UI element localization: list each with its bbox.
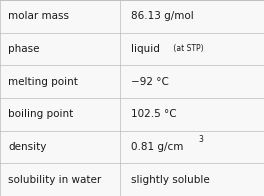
Text: boiling point: boiling point — [8, 109, 73, 119]
Text: 102.5 °C: 102.5 °C — [131, 109, 176, 119]
Text: liquid: liquid — [131, 44, 159, 54]
Text: 3: 3 — [198, 135, 203, 144]
Text: (at STP): (at STP) — [171, 44, 203, 54]
Text: density: density — [8, 142, 46, 152]
Text: solubility in water: solubility in water — [8, 175, 101, 185]
Text: melting point: melting point — [8, 77, 78, 87]
Text: slightly soluble: slightly soluble — [131, 175, 209, 185]
Text: 86.13 g/mol: 86.13 g/mol — [131, 11, 194, 21]
Text: phase: phase — [8, 44, 39, 54]
Text: −92 °C: −92 °C — [131, 77, 168, 87]
Text: molar mass: molar mass — [8, 11, 69, 21]
Text: 0.81 g/cm: 0.81 g/cm — [131, 142, 183, 152]
